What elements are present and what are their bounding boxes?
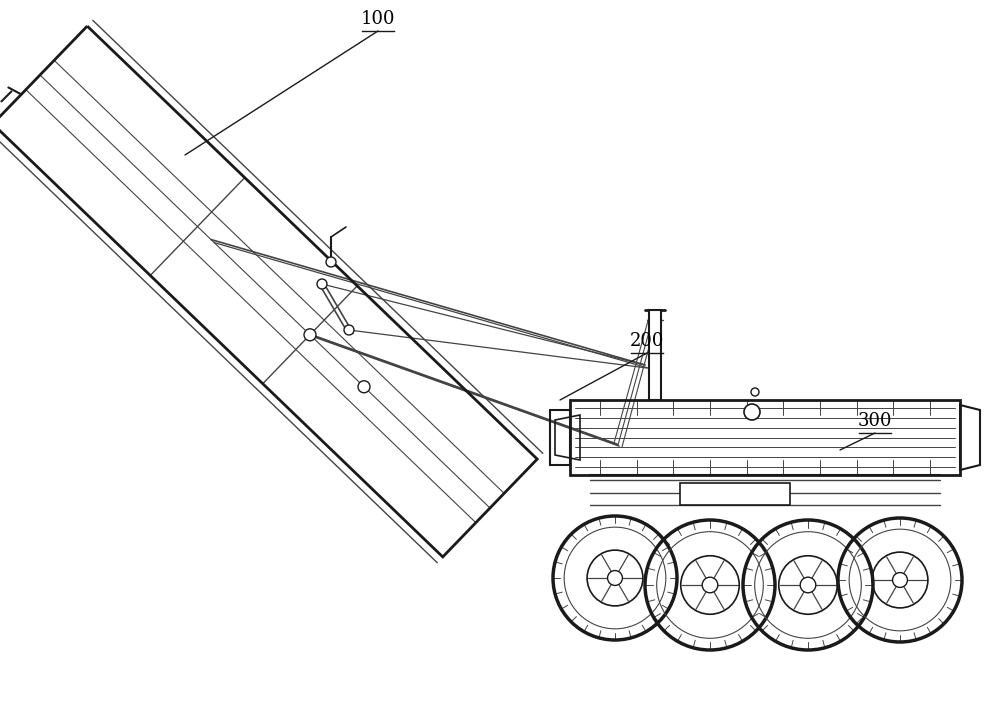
- Circle shape: [751, 388, 759, 396]
- Circle shape: [744, 404, 760, 420]
- Text: 100: 100: [361, 10, 395, 28]
- Text: 200: 200: [630, 332, 664, 350]
- Circle shape: [608, 570, 622, 586]
- Circle shape: [893, 572, 907, 587]
- Circle shape: [326, 257, 336, 267]
- Polygon shape: [680, 483, 790, 505]
- Circle shape: [702, 577, 718, 593]
- Circle shape: [358, 381, 370, 393]
- Text: 300: 300: [858, 412, 892, 430]
- Circle shape: [800, 577, 816, 593]
- Circle shape: [304, 329, 316, 341]
- Circle shape: [317, 279, 327, 289]
- Circle shape: [344, 325, 354, 335]
- Polygon shape: [649, 310, 661, 400]
